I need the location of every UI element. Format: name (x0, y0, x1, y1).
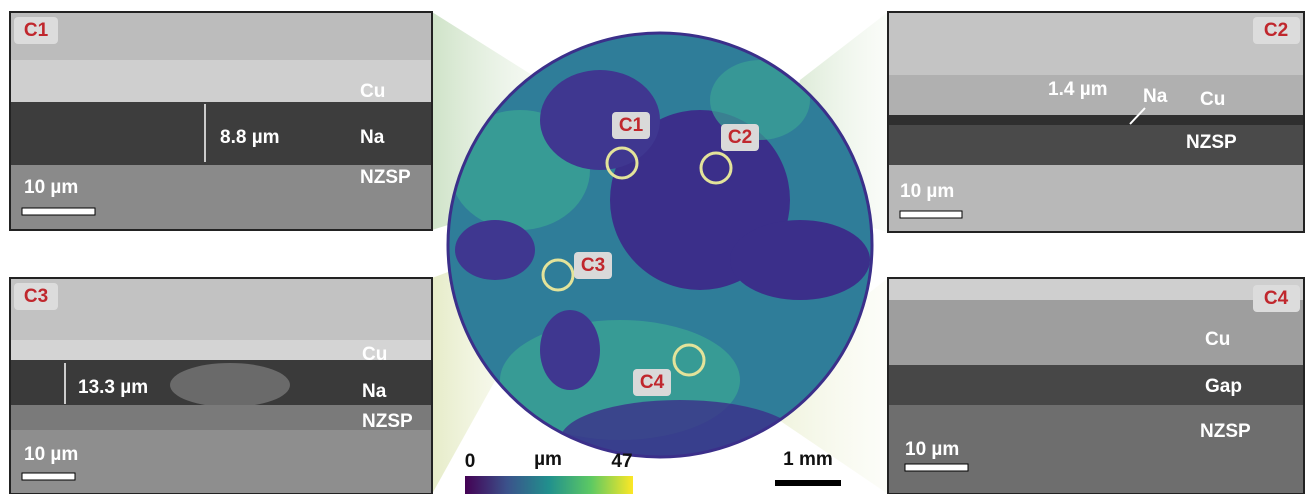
layer-label: Cu (1205, 329, 1230, 350)
layer-label: Na (362, 381, 387, 402)
panel-c3: C3 Cu Na NZSP 13.3 µm 10 µm (10, 278, 432, 494)
scale-label: 10 µm (24, 177, 78, 198)
layer-label: Na (360, 127, 385, 148)
panel-label: C1 (24, 20, 49, 41)
layer-label: NZSP (1186, 132, 1237, 153)
panel-label: C2 (1264, 20, 1288, 41)
panel-c1: C1 Cu Na NZSP 8.8 µm 10 µm (10, 12, 432, 230)
layer-label: Cu (1200, 89, 1225, 110)
panel-c2: C2 Cu NZSP Na 1.4 µm 10 µm (888, 12, 1304, 232)
layer-label: Cu (362, 344, 387, 365)
scale-label: 10 µm (905, 439, 959, 460)
layer-label: Gap (1205, 376, 1242, 397)
map-scale-label: 1 mm (783, 449, 833, 470)
measurement: 8.8 µm (220, 127, 280, 148)
annotation: Na (1143, 86, 1168, 107)
colorbar-max: 47 (611, 451, 632, 472)
scale-label: 10 µm (24, 444, 78, 465)
colorbar-unit: µm (534, 449, 562, 470)
marker-label: C2 (728, 127, 752, 148)
colorbar-min: 0 (465, 451, 476, 472)
panel-label: C3 (24, 286, 48, 307)
colorbar (465, 476, 633, 494)
measurement: 13.3 µm (78, 377, 148, 398)
layer-label: Cu (360, 81, 385, 102)
panel-c4: C4 Cu Gap NZSP 10 µm (888, 278, 1304, 494)
map-scale-bar (775, 480, 841, 486)
layer-label: NZSP (360, 167, 411, 188)
marker-label: C1 (619, 115, 644, 136)
figure: C1 C2 C3 C4 0 µm 47 1 mm C1 Cu Na NZSP 8… (0, 0, 1306, 494)
panel-label: C4 (1264, 288, 1289, 309)
layer-label: NZSP (1200, 421, 1251, 442)
marker-label: C3 (581, 255, 605, 276)
scale-label: 10 µm (900, 181, 954, 202)
measurement: 1.4 µm (1048, 79, 1108, 100)
marker-label: C4 (640, 372, 665, 393)
layer-label: NZSP (362, 411, 413, 432)
